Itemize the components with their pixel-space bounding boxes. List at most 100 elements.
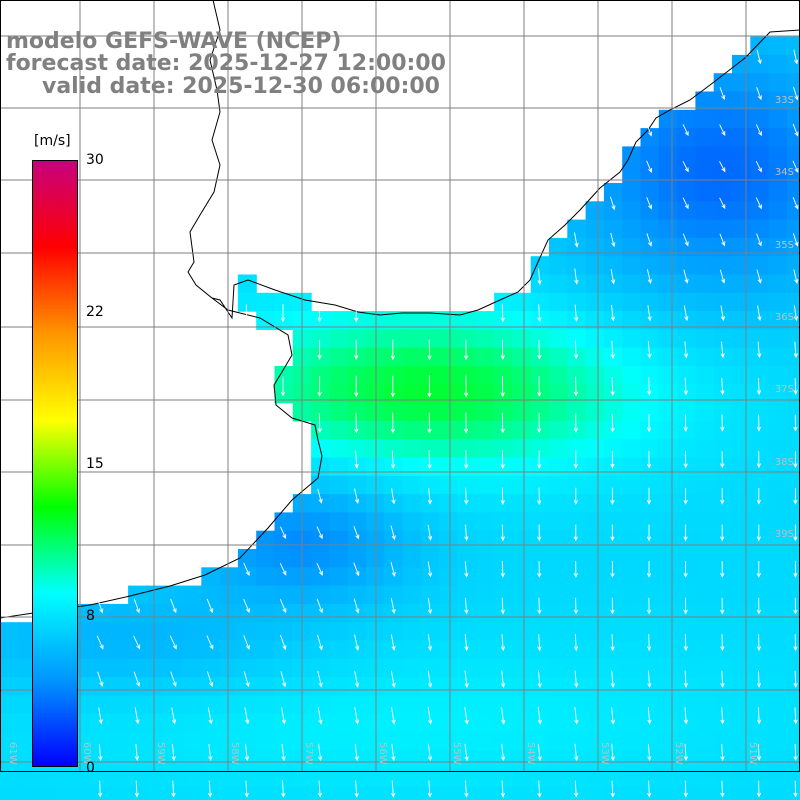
wind-speed-cell: [603, 201, 623, 221]
wind-speed-cell: [512, 402, 532, 422]
wind-speed-cell: [622, 475, 642, 495]
wind-speed-cell: [475, 439, 495, 459]
colorbar-unit: [m/s]: [34, 133, 71, 149]
wind-speed-cell: [786, 219, 800, 239]
wind-speed-cell: [768, 237, 788, 257]
wind-speed-cell: [768, 549, 788, 568]
wind-speed-cell: [402, 311, 422, 330]
wind-speed-cell: [786, 402, 800, 422]
wind-arrow: [574, 232, 579, 248]
wind-speed-cell: [677, 512, 696, 532]
wind-arrow: [537, 597, 542, 615]
wind-speed-cell: [603, 549, 623, 568]
wind-speed-cell: [256, 786, 276, 800]
wind-arrow: [537, 304, 542, 323]
wind-speed-cell: [494, 622, 513, 642]
wind-arrow: [793, 269, 799, 285]
wind-speed-cell: [768, 256, 788, 276]
wind-speed-cell: [530, 256, 550, 276]
wind-speed-cell: [91, 768, 111, 788]
wind-speed-cell: [585, 420, 605, 440]
wind-arrow: [610, 634, 615, 652]
wind-speed-cell: [512, 366, 532, 385]
wind-speed-cell: [384, 658, 404, 678]
wind-speed-cell: [183, 768, 202, 788]
wind-speed-cell: [622, 292, 642, 312]
wind-speed-cell: [549, 750, 568, 770]
wind-speed-cell: [366, 420, 385, 440]
wind-speed-cell: [786, 201, 800, 221]
wind-speed-cell: [640, 494, 660, 513]
wind-speed-cell: [512, 622, 532, 642]
wind-speed-cell: [549, 512, 568, 532]
wind-speed-cell: [366, 384, 385, 404]
wind-speed-cell: [732, 786, 751, 800]
wind-speed-cell: [622, 329, 642, 349]
wind-speed-cell: [329, 585, 349, 605]
wind-speed-cell: [329, 658, 349, 678]
wind-speed-cell: [585, 750, 605, 770]
wind-speed-cell: [274, 292, 294, 312]
wind-speed-cell: [658, 109, 678, 129]
wind-speed-cell: [768, 640, 788, 660]
wind-speed-cell: [677, 640, 696, 660]
wind-speed-cell: [420, 366, 440, 385]
wind-speed-cell: [677, 768, 696, 788]
wind-speed-cell: [713, 201, 733, 221]
wind-arrow: [573, 780, 579, 798]
wind-arrow: [792, 197, 799, 210]
wind-arrow: [500, 339, 505, 361]
wind-arrow: [243, 671, 250, 688]
wind-speed-cell: [677, 237, 696, 257]
wind-speed-cell: [750, 549, 770, 568]
colorbar-tick-0: 0: [86, 760, 95, 776]
wind-speed-cell: [329, 750, 349, 770]
wind-speed-cell: [457, 475, 477, 495]
wind-speed-cell: [402, 329, 422, 349]
wind-speed-cell: [366, 567, 385, 587]
wind-speed-cell: [786, 311, 800, 330]
wind-speed-cell: [677, 329, 696, 349]
wind-speed-cell: [603, 219, 623, 239]
colorbar-tick-8: 8: [86, 608, 95, 624]
wind-speed-cell: [732, 109, 751, 129]
wind-speed-cell: [732, 164, 751, 184]
wind-speed-cell: [54, 786, 74, 800]
wind-arrow: [793, 487, 798, 505]
wind-speed-cell: [402, 439, 422, 459]
wind-arrow: [683, 414, 688, 432]
longitude-label: 57W: [303, 742, 314, 765]
wind-speed-cell: [695, 603, 715, 623]
wind-speed-cell: [658, 786, 678, 800]
wind-arrow: [647, 634, 652, 652]
wind-speed-cell: [585, 658, 605, 678]
wind-speed-cell: [658, 128, 678, 147]
wind-speed-cell: [750, 622, 770, 642]
wind-speed-cell: [732, 256, 751, 276]
wind-speed-cell: [347, 695, 367, 715]
wind-speed-cell: [183, 640, 202, 660]
wind-speed-cell: [677, 530, 696, 550]
wind-speed-cell: [713, 622, 733, 642]
wind-arrow: [463, 375, 469, 398]
wind-arrow: [427, 780, 432, 798]
wind-speed-cell: [567, 768, 587, 788]
wind-arrow: [646, 160, 653, 173]
wind-speed-cell: [530, 366, 550, 385]
wind-speed-cell: [603, 512, 623, 532]
wind-speed-cell: [256, 311, 276, 330]
wind-speed-cell: [786, 549, 800, 568]
wind-arrow: [316, 598, 323, 614]
wind-speed-cell: [128, 622, 147, 642]
wind-speed-cell: [786, 256, 800, 276]
wind-speed-cell: [494, 475, 513, 495]
wind-speed-cell: [750, 530, 770, 550]
wind-speed-cell: [311, 732, 330, 751]
wind-speed-cell: [183, 786, 202, 800]
wind-speed-cell: [585, 439, 605, 459]
wind-speed-cell: [603, 603, 623, 623]
wind-speed-cell: [256, 658, 276, 678]
wind-speed-cell: [402, 420, 422, 440]
wind-speed-cell: [91, 677, 111, 696]
wind-speed-cell: [622, 347, 642, 367]
